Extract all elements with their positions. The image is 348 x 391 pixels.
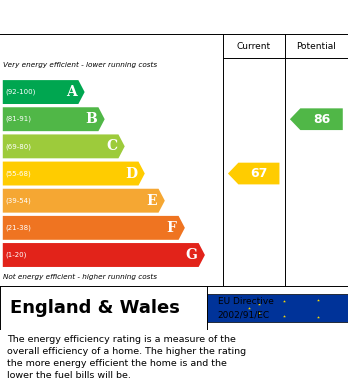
Text: EU Directive: EU Directive <box>218 297 274 306</box>
Text: (21-38): (21-38) <box>5 224 31 231</box>
Text: E: E <box>146 194 157 208</box>
Text: D: D <box>126 167 137 181</box>
Bar <box>207 294 348 323</box>
Text: (1-20): (1-20) <box>5 252 26 258</box>
Polygon shape <box>3 216 185 240</box>
Polygon shape <box>3 135 125 158</box>
Text: (39-54): (39-54) <box>5 197 31 204</box>
Polygon shape <box>3 243 205 267</box>
Polygon shape <box>3 161 145 185</box>
Polygon shape <box>3 107 105 131</box>
Text: (69-80): (69-80) <box>5 143 31 150</box>
Text: England & Wales: England & Wales <box>10 299 180 317</box>
Text: (92-100): (92-100) <box>5 89 35 95</box>
Polygon shape <box>290 108 343 130</box>
Text: F: F <box>167 221 176 235</box>
Text: Very energy efficient - lower running costs: Very energy efficient - lower running co… <box>3 62 158 68</box>
Text: 2002/91/EC: 2002/91/EC <box>218 310 270 319</box>
Text: (81-91): (81-91) <box>5 116 31 122</box>
Text: Energy Efficiency Rating: Energy Efficiency Rating <box>10 11 221 27</box>
Polygon shape <box>3 80 85 104</box>
Text: C: C <box>106 139 117 153</box>
Text: 67: 67 <box>250 167 268 180</box>
Text: Potential: Potential <box>296 42 336 51</box>
Text: (55-68): (55-68) <box>5 170 31 177</box>
Text: 86: 86 <box>313 113 330 126</box>
Text: G: G <box>186 248 198 262</box>
Text: B: B <box>86 112 97 126</box>
Text: Not energy efficient - higher running costs: Not energy efficient - higher running co… <box>3 274 158 280</box>
Polygon shape <box>3 189 165 213</box>
Polygon shape <box>228 163 279 185</box>
Text: Current: Current <box>237 42 271 51</box>
Text: The energy efficiency rating is a measure of the
overall efficiency of a home. T: The energy efficiency rating is a measur… <box>7 335 246 380</box>
Text: A: A <box>66 85 77 99</box>
